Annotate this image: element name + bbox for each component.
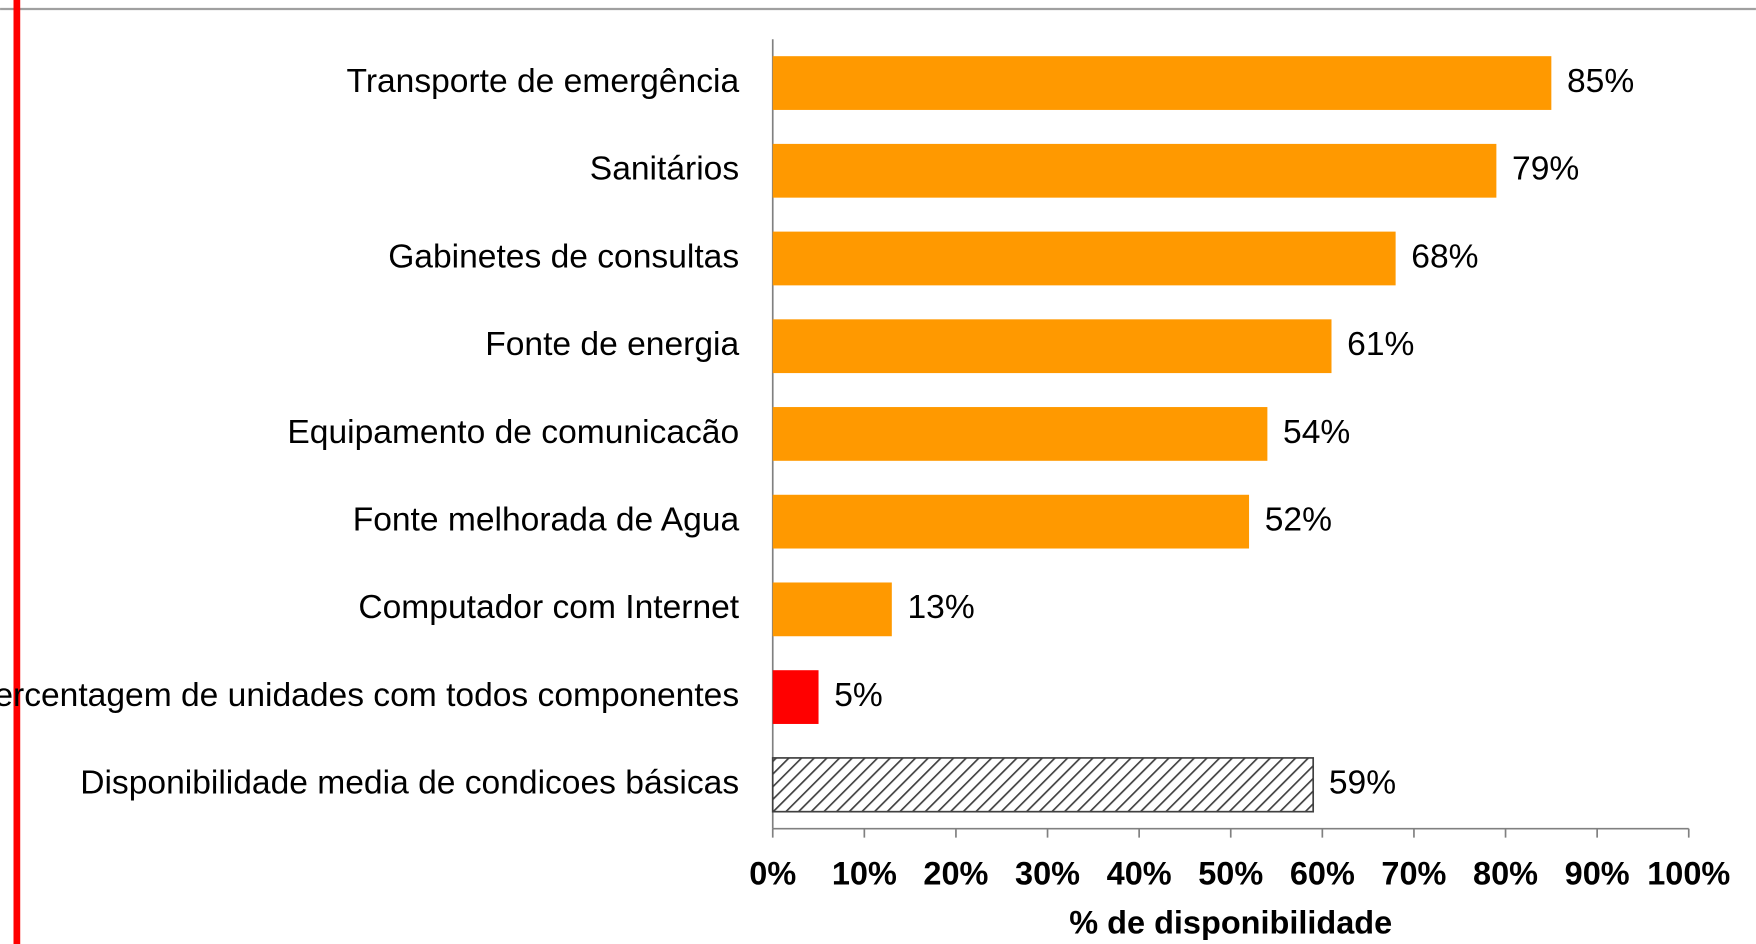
- x-tick-label: 40%: [1107, 855, 1172, 891]
- value-label: 13%: [907, 589, 974, 626]
- y-tick-label: Percentagem de unidades com todos compon…: [0, 677, 739, 714]
- x-tick-label: 80%: [1473, 855, 1538, 891]
- value-label: 5%: [834, 677, 883, 714]
- x-tick-label: 30%: [1015, 855, 1080, 891]
- x-tick-label: 10%: [832, 855, 897, 891]
- bar: [772, 143, 1497, 198]
- y-tick-label: Fonte de energia: [485, 326, 739, 363]
- bar: [772, 231, 1396, 286]
- x-tick-label: 0%: [749, 855, 796, 891]
- value-label: 85%: [1567, 63, 1634, 100]
- value-label: 52%: [1265, 502, 1332, 539]
- value-label: 68%: [1411, 238, 1478, 275]
- value-label: 79%: [1512, 151, 1579, 188]
- value-label: 61%: [1347, 326, 1414, 363]
- x-axis-title: % de disponibilidade: [1069, 905, 1392, 941]
- side-rule: [13, 0, 21, 944]
- bar: [772, 582, 892, 637]
- y-tick-label: Transporte de emergência: [347, 63, 740, 100]
- x-tick-label: 50%: [1198, 855, 1263, 891]
- value-label: 54%: [1283, 414, 1350, 451]
- x-tick-label: 20%: [923, 855, 988, 891]
- x-tick-label: 60%: [1290, 855, 1355, 891]
- y-tick-label: Fonte melhorada de Agua: [353, 502, 740, 539]
- bar: [772, 407, 1268, 461]
- bar: [771, 757, 1315, 813]
- y-tick-label: Equipamento de comunicacão: [287, 414, 739, 451]
- bar: [772, 494, 1250, 549]
- bar: [772, 56, 1552, 110]
- y-tick-label: Sanitários: [590, 151, 739, 188]
- y-tick-label: Computador com Internet: [358, 589, 739, 626]
- x-tick-label: 70%: [1381, 855, 1446, 891]
- y-tick-label: Gabinetes de consultas: [388, 238, 739, 275]
- bar: [772, 319, 1332, 374]
- y-tick-label: Disponibilidade media de condicoes básic…: [80, 765, 739, 802]
- bar: [772, 670, 819, 724]
- x-tick-label: 100%: [1647, 855, 1730, 891]
- x-tick-label: 90%: [1565, 855, 1630, 891]
- value-label: 59%: [1329, 765, 1396, 802]
